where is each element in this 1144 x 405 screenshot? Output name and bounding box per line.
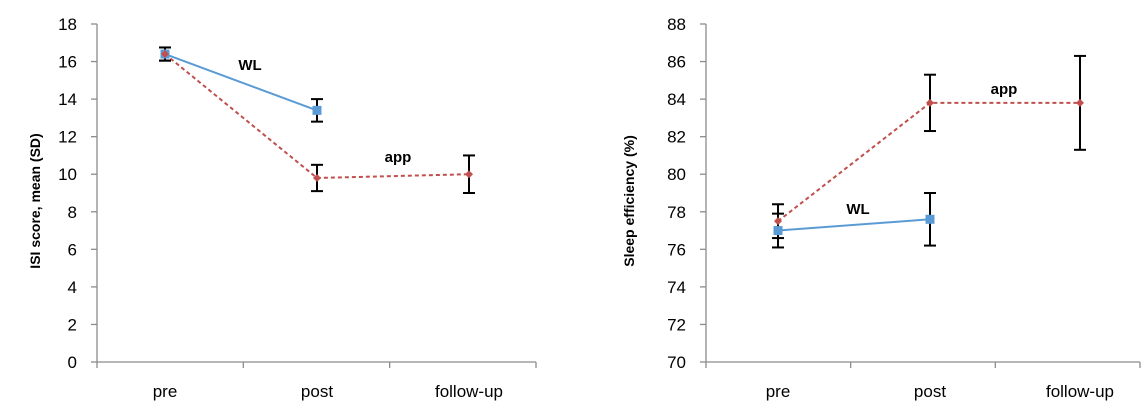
data-point-app bbox=[161, 50, 169, 59]
y-tick-label: 8 bbox=[68, 203, 77, 222]
x-tick-label: pre bbox=[153, 382, 178, 401]
y-tick-label: 72 bbox=[667, 315, 686, 334]
x-tick-label: follow-up bbox=[1046, 382, 1114, 401]
data-point-wl bbox=[925, 214, 935, 224]
y-axis-title: Sleep efficiency (%) bbox=[621, 135, 637, 267]
y-tick-label: 12 bbox=[58, 128, 77, 147]
y-tick-label: 2 bbox=[68, 315, 77, 334]
series-label-wl: WL bbox=[238, 57, 261, 74]
y-tick-label: 6 bbox=[68, 240, 77, 259]
y-axis-title: ISI score, mean (SD) bbox=[27, 133, 43, 268]
chart-panel-1: 0 2 4 6 8 10 12 14 16 18 pre post follow-up ISI score… bbox=[27, 15, 537, 401]
y-tick-label: 80 bbox=[667, 165, 686, 184]
data-point-app bbox=[1076, 98, 1084, 107]
series-label-wl: WL bbox=[846, 201, 869, 218]
series-line-wl bbox=[164, 53, 318, 112]
series-line-wl bbox=[777, 218, 931, 232]
y-tick-label: 18 bbox=[58, 15, 77, 34]
data-point-app bbox=[465, 170, 473, 179]
y-tick-label: 82 bbox=[667, 128, 686, 147]
y-tick-label: 78 bbox=[667, 203, 686, 222]
x-tick-label: post bbox=[914, 382, 946, 401]
data-point-wl bbox=[312, 105, 322, 115]
x-tick-label: pre bbox=[766, 382, 791, 401]
data-point-app bbox=[926, 98, 934, 107]
y-tick-label: 14 bbox=[58, 90, 77, 109]
series-label-app: app bbox=[991, 81, 1018, 98]
y-tick-label: 10 bbox=[58, 165, 77, 184]
y-tick-label: 16 bbox=[58, 53, 77, 72]
data-point-app bbox=[313, 173, 321, 182]
data-point-wl bbox=[773, 226, 783, 236]
y-tick-label: 70 bbox=[667, 353, 686, 372]
y-tick-label: 86 bbox=[667, 53, 686, 72]
y-tick-label: 74 bbox=[667, 278, 686, 297]
chart-panel-2: 70 72 74 76 78 80 82 84 86 88 pre post follow-up Slee… bbox=[621, 15, 1141, 401]
x-tick-label: post bbox=[301, 382, 333, 401]
data-point-app bbox=[774, 217, 782, 226]
x-tick-label: follow-up bbox=[435, 382, 503, 401]
y-tick-label: 88 bbox=[667, 15, 686, 34]
y-tick-label: 84 bbox=[667, 90, 686, 109]
series-label-app: app bbox=[385, 149, 412, 166]
y-tick-label: 0 bbox=[68, 353, 77, 372]
y-tick-label: 76 bbox=[667, 240, 686, 259]
y-tick-label: 4 bbox=[68, 278, 77, 297]
